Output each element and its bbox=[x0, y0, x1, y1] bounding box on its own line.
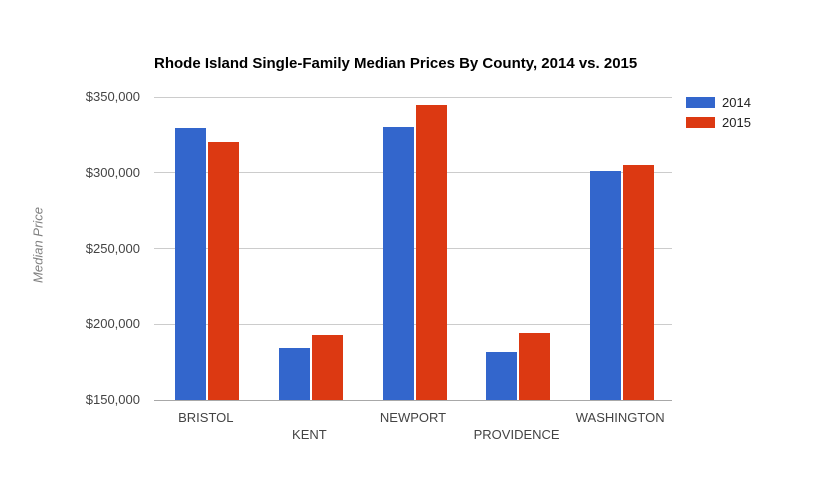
gridline bbox=[154, 399, 672, 401]
y-tick-label: $200,000 bbox=[85, 316, 140, 332]
y-tick-label: $150,000 bbox=[85, 392, 140, 407]
legend-item-2015[interactable]: 2015 bbox=[686, 115, 751, 130]
x-tick-label-providence: PROVIDENCE bbox=[473, 427, 560, 442]
bar-2015-providence[interactable] bbox=[519, 333, 551, 400]
x-tick-label-kent: KENT bbox=[292, 427, 327, 442]
x-tick-label-washington: WASHINGTON bbox=[575, 410, 665, 425]
gridline bbox=[154, 96, 672, 98]
bar-2014-kent[interactable] bbox=[278, 347, 310, 400]
chart-title: Rhode Island Single-Family Median Prices… bbox=[154, 55, 638, 72]
legend-swatch-2014 bbox=[686, 97, 715, 108]
bar-2014-providence[interactable] bbox=[486, 352, 518, 400]
bar-2014-newport[interactable] bbox=[382, 127, 414, 400]
bar-2015-kent[interactable] bbox=[311, 335, 343, 400]
bar-2015-newport[interactable] bbox=[415, 104, 447, 400]
x-tick-label-bristol: BRISTOL bbox=[178, 410, 234, 425]
legend-label-2015: 2015 bbox=[722, 115, 751, 130]
bar-2014-bristol[interactable] bbox=[175, 128, 207, 400]
y-tick-label: $300,000 bbox=[85, 164, 140, 180]
y-tick-label: $350,000 bbox=[85, 89, 140, 104]
legend-item-2014[interactable]: 2014 bbox=[686, 95, 751, 110]
legend-label-2014: 2014 bbox=[722, 95, 751, 110]
bar-2014-washington[interactable] bbox=[589, 171, 621, 400]
y-axis-title: Median Price bbox=[30, 207, 46, 283]
x-tick-label-newport: NEWPORT bbox=[379, 410, 447, 425]
y-tick-label: $250,000 bbox=[85, 240, 140, 256]
bar-2015-washington[interactable] bbox=[622, 165, 654, 400]
legend-swatch-2015 bbox=[686, 117, 715, 128]
bar-2015-bristol[interactable] bbox=[208, 142, 240, 400]
